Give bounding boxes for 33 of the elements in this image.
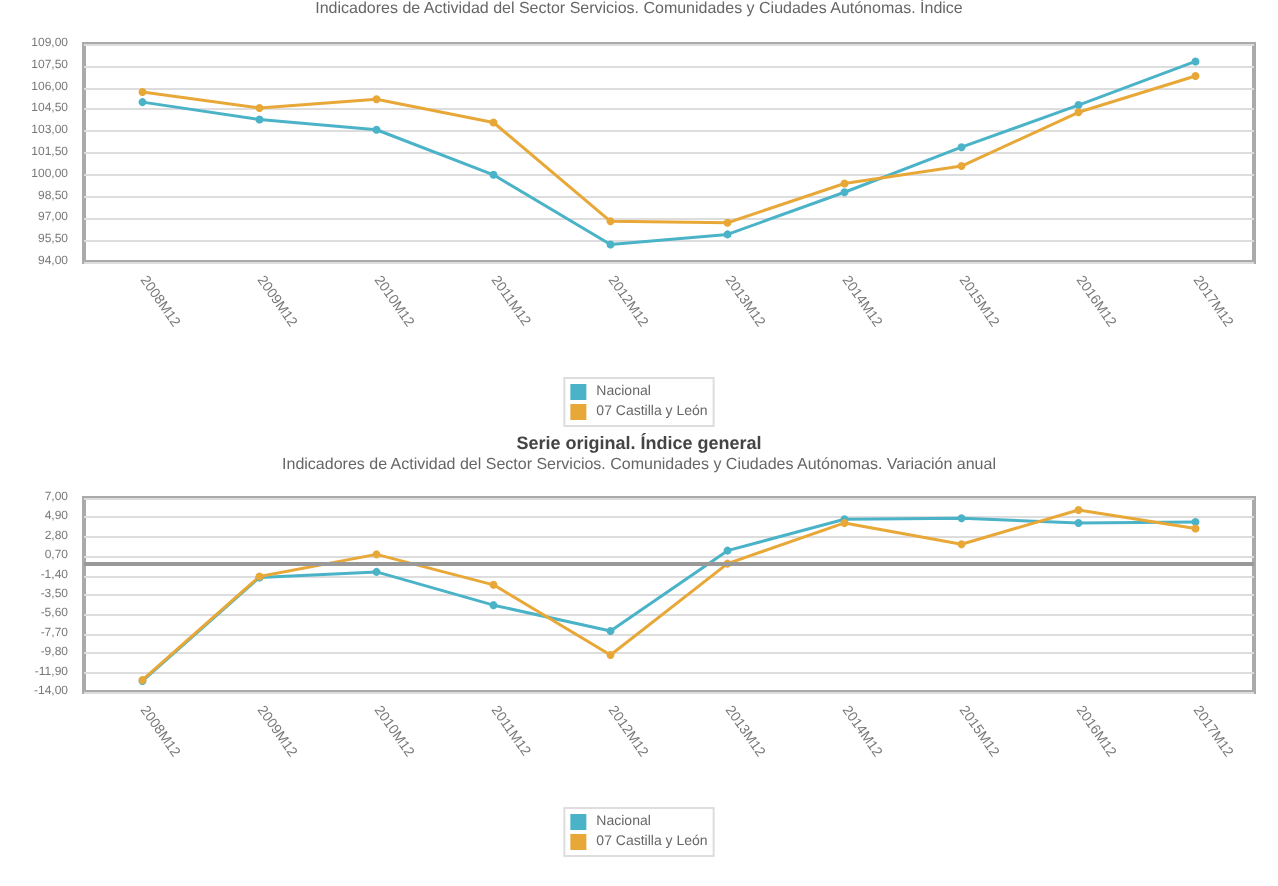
point	[606, 651, 615, 660]
point	[840, 188, 849, 197]
point	[723, 230, 732, 239]
point	[1191, 71, 1200, 80]
point	[489, 601, 498, 610]
point	[489, 118, 498, 127]
point	[606, 627, 615, 636]
point	[1074, 518, 1083, 527]
point	[1074, 108, 1083, 117]
chart-title: Serie original. Índice general	[516, 433, 762, 453]
point	[957, 540, 966, 549]
point	[489, 580, 498, 589]
point	[138, 98, 147, 107]
point	[840, 179, 849, 188]
point	[372, 567, 381, 576]
point	[723, 218, 732, 227]
point	[606, 217, 615, 226]
point	[1074, 506, 1083, 515]
point	[138, 87, 147, 96]
point	[1191, 524, 1200, 533]
point	[957, 162, 966, 171]
point	[1191, 57, 1200, 66]
point	[372, 95, 381, 104]
point	[255, 103, 264, 112]
point	[957, 143, 966, 152]
point	[255, 115, 264, 124]
chart-subtitle: Indicadores de Actividad del Sector Servicios. Comunidades y Ciudades Autónomas. Variación anual	[282, 455, 997, 473]
point	[606, 240, 615, 249]
point	[489, 170, 498, 179]
point	[723, 546, 732, 555]
point	[957, 514, 966, 523]
point	[372, 550, 381, 559]
point	[372, 125, 381, 134]
